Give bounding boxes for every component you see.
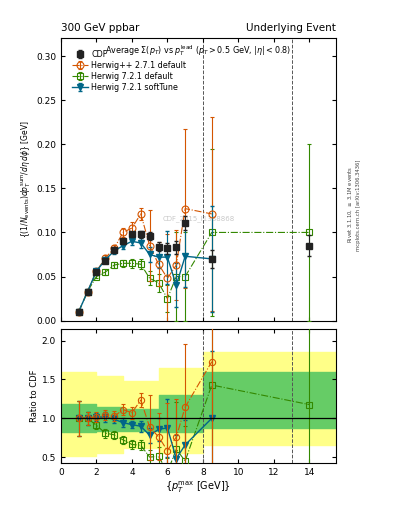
X-axis label: $\{p_T^{\rm max}$ [GeV]$\}$: $\{p_T^{\rm max}$ [GeV]$\}$ bbox=[165, 480, 231, 496]
Text: mcplots.cern.ch [arXiv:1306.3436]: mcplots.cern.ch [arXiv:1306.3436] bbox=[356, 159, 361, 250]
Y-axis label: Ratio to CDF: Ratio to CDF bbox=[30, 370, 39, 422]
Y-axis label: $\{(1/N_{\rm events}) dp_T^{\rm sum}/d\eta\, d\phi\}$ [GeV]: $\{(1/N_{\rm events}) dp_T^{\rm sum}/d\e… bbox=[20, 121, 33, 238]
Text: CDF_2015_I1388868: CDF_2015_I1388868 bbox=[162, 216, 235, 222]
Text: Underlying Event: Underlying Event bbox=[246, 23, 336, 33]
Text: Rivet 3.1.10, $\geq$ 3.1M events: Rivet 3.1.10, $\geq$ 3.1M events bbox=[347, 166, 354, 243]
Text: Average $\Sigma(p_T)$ vs $p_T^{\rm lead}$ ($p_T > 0.5$ GeV, $|\eta| < 0.8$): Average $\Sigma(p_T)$ vs $p_T^{\rm lead}… bbox=[105, 42, 292, 57]
Legend: CDF, Herwig++ 2.7.1 default, Herwig 7.2.1 default, Herwig 7.2.1 softTune: CDF, Herwig++ 2.7.1 default, Herwig 7.2.… bbox=[70, 48, 188, 93]
Text: 300 GeV ppbar: 300 GeV ppbar bbox=[61, 23, 139, 33]
